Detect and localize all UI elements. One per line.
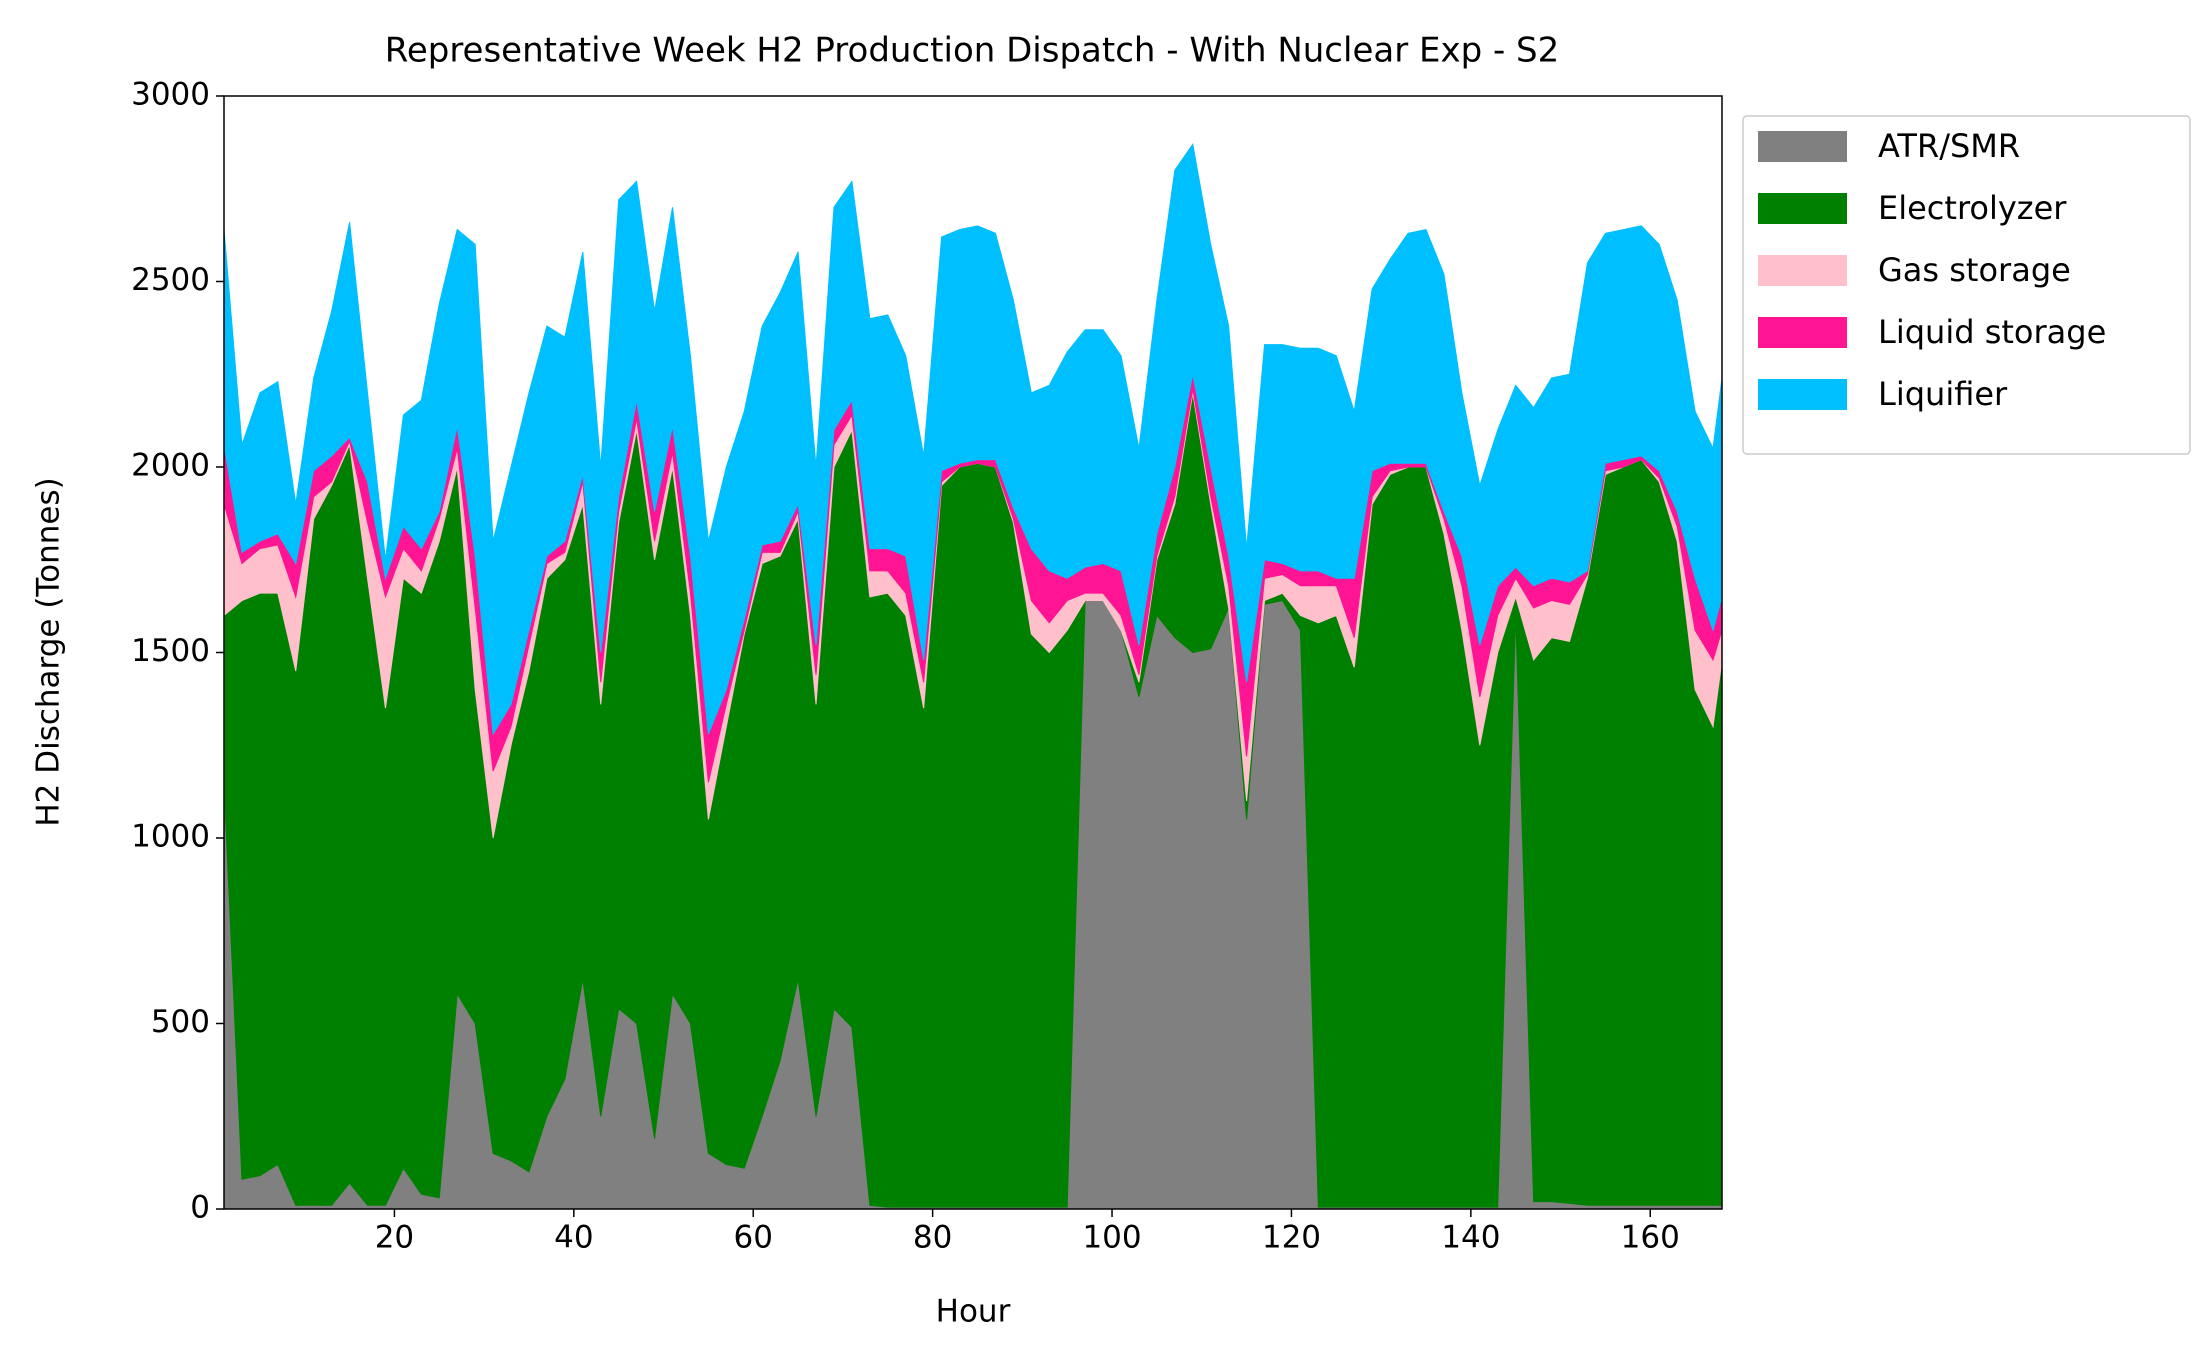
legend-swatch <box>1758 317 1847 348</box>
y-axis-label: H2 Discharge (Tonnes) <box>31 477 67 826</box>
legend-label: Electrolyzer <box>1878 189 2067 227</box>
y-tick-label: 3000 <box>131 77 210 113</box>
x-tick-label: 120 <box>1262 1220 1321 1256</box>
legend: ATR/SMR Electrolyzer Gas storage Liquid sto… <box>1742 115 2191 455</box>
x-tick-label: 140 <box>1441 1220 1500 1256</box>
x-tick-label: 20 <box>375 1220 414 1256</box>
legend-swatch <box>1758 255 1847 286</box>
x-axis-label: Hour <box>936 1294 1011 1330</box>
y-tick-label: 1500 <box>131 633 210 669</box>
y-tick-label: 2000 <box>131 448 210 484</box>
x-tick-label: 100 <box>1082 1220 1141 1256</box>
legend-frame <box>1742 115 2191 455</box>
legend-label: Gas storage <box>1878 251 2071 289</box>
legend-label: ATR/SMR <box>1878 127 2020 165</box>
plot-area <box>223 142 1723 1210</box>
y-tick-label: 2500 <box>131 262 210 298</box>
legend-swatch <box>1758 131 1847 162</box>
legend-swatch <box>1758 379 1847 410</box>
x-tick-label: 160 <box>1621 1220 1680 1256</box>
legend-label: Liquifier <box>1878 375 2008 413</box>
y-tick-label: 0 <box>190 1190 210 1226</box>
legend-label: Liquid storage <box>1878 313 2106 351</box>
x-tick-label: 80 <box>913 1220 952 1256</box>
y-tick-label: 500 <box>151 1004 210 1040</box>
x-tick-label: 60 <box>734 1220 773 1256</box>
x-tick-label: 40 <box>554 1220 593 1256</box>
y-tick-label: 1000 <box>131 819 210 855</box>
legend-swatch <box>1758 193 1847 224</box>
chart-title: Representative Week H2 Production Dispat… <box>385 31 1560 71</box>
